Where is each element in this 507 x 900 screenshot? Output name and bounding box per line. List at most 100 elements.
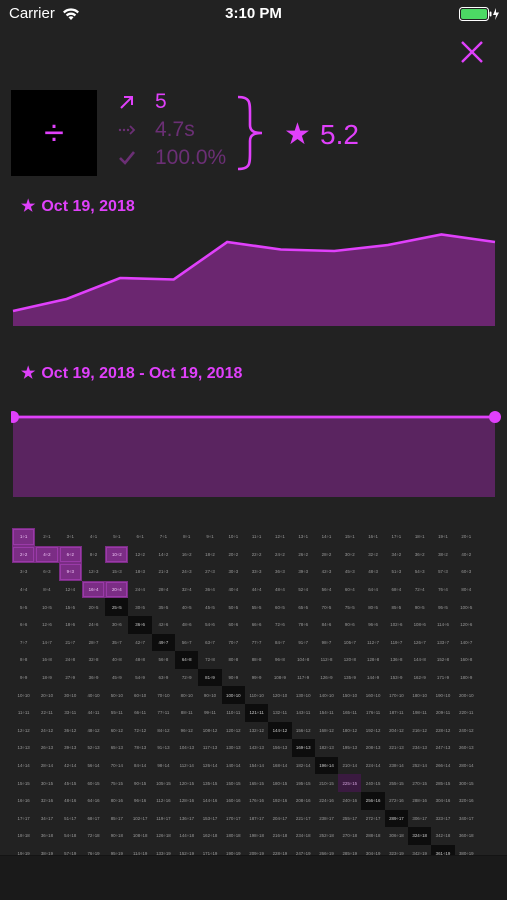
grid-cell[interactable]: 204÷12 [389, 727, 404, 733]
grid-cell[interactable]: 210÷14 [342, 763, 358, 769]
grid-cell[interactable]: 54÷18 [64, 833, 77, 839]
grid-cell[interactable]: 340÷17 [458, 815, 474, 821]
grid-cell[interactable]: 48÷3 [368, 569, 378, 575]
grid-cell[interactable]: 119÷7 [390, 639, 403, 645]
grid-cell[interactable]: 306÷17 [412, 815, 427, 821]
grid-cell[interactable]: 6÷3 [43, 569, 51, 575]
grid-cell[interactable]: 170÷10 [389, 692, 404, 698]
grid-cell[interactable]: 30÷3 [228, 569, 239, 575]
grid-cell[interactable]: 187÷11 [389, 710, 404, 716]
grid-cell[interactable]: 52÷4 [298, 587, 309, 593]
grid-cell[interactable]: 120÷10 [272, 692, 288, 698]
grid-cell[interactable]: 9÷3 [58, 563, 82, 581]
grid-cell[interactable]: 120÷12 [226, 727, 241, 733]
grid-cell[interactable]: 16÷16 [17, 798, 30, 804]
grid-cell[interactable]: 24÷12 [40, 727, 54, 733]
grid-cell[interactable]: 176÷11 [365, 710, 381, 716]
grid-cell[interactable]: 50÷5 [228, 604, 239, 610]
grid-cell[interactable]: 28÷4 [158, 587, 169, 593]
grid-cell[interactable]: 182÷13 [319, 745, 334, 751]
grid-cell[interactable]: 14÷7 [42, 639, 52, 645]
grid-cell[interactable]: 76÷4 [438, 587, 448, 593]
grid-cell[interactable]: 180÷15 [272, 780, 288, 786]
grid-cell[interactable]: 9÷9 [20, 675, 28, 681]
grid-cell[interactable]: 126÷7 [413, 639, 426, 645]
grid-cell[interactable]: 36÷9 [88, 675, 99, 681]
grid-cell[interactable]: 24÷4 [135, 587, 145, 593]
grid-cell[interactable]: 36÷12 [64, 727, 77, 733]
grid-cell[interactable]: 1÷1 [12, 528, 36, 546]
grid-cell[interactable]: 247÷13 [435, 745, 451, 751]
grid-cell[interactable]: 57÷19 [64, 850, 77, 856]
grid-cell[interactable]: 20÷4 [105, 580, 129, 599]
grid-cell[interactable]: 256÷16 [361, 791, 385, 810]
grid-cell[interactable]: 30÷2 [344, 551, 355, 557]
grid-cell[interactable]: 32÷16 [40, 798, 54, 804]
grid-cell[interactable]: 60÷3 [461, 569, 472, 575]
grid-cell[interactable]: 104÷8 [297, 657, 310, 663]
grid-cell[interactable]: 136÷8 [390, 657, 403, 663]
grid-cell[interactable]: 108÷12 [202, 727, 218, 733]
grid-cell[interactable]: 112÷8 [320, 657, 333, 663]
grid-cell[interactable]: 45÷5 [205, 604, 215, 610]
grid-cell[interactable]: 117÷13 [202, 745, 218, 751]
grid-cell[interactable]: 144÷16 [202, 798, 218, 804]
grid-cell[interactable]: 272÷16 [389, 798, 404, 804]
grid-cell[interactable]: 76÷19 [87, 850, 100, 856]
grid-cell[interactable]: 95÷19 [110, 850, 123, 856]
grid-cell[interactable]: 98÷7 [321, 639, 332, 645]
grid-cell[interactable]: 221÷13 [389, 745, 404, 751]
grid-cell[interactable]: 68÷4 [391, 587, 402, 593]
grid-cell[interactable]: 192÷12 [365, 727, 381, 733]
grid-cell[interactable]: 126÷9 [320, 675, 333, 681]
range-end-handle[interactable] [489, 411, 501, 423]
grid-cell[interactable]: 252÷14 [412, 763, 427, 769]
grid-cell[interactable]: 306÷18 [389, 833, 404, 839]
grid-cell[interactable]: 195÷15 [295, 780, 311, 786]
grid-cell[interactable]: 154÷11 [319, 710, 334, 716]
grid-cell[interactable]: 108÷6 [413, 622, 426, 628]
grid-cell[interactable]: 221÷17 [295, 815, 311, 821]
grid-cell[interactable]: 60÷12 [110, 727, 123, 733]
grid-cell[interactable]: 288÷16 [412, 798, 427, 804]
grid-cell[interactable]: 90÷6 [344, 622, 355, 628]
grid-cell[interactable]: 190÷19 [226, 850, 241, 856]
grid-cell[interactable]: 40÷2 [461, 551, 472, 557]
grid-cell[interactable]: 104÷13 [179, 745, 195, 751]
grid-cell[interactable]: 30÷10 [64, 692, 77, 698]
grid-cell[interactable]: 15÷5 [65, 604, 76, 610]
grid-cell[interactable]: 176÷16 [249, 798, 264, 804]
grid-cell[interactable]: 121÷11 [244, 703, 269, 722]
grid-cell[interactable]: 85÷17 [110, 815, 123, 821]
grid-cell[interactable]: 171÷19 [202, 850, 218, 856]
grid-cell[interactable]: 160÷16 [226, 798, 241, 804]
grid-cell[interactable]: 24÷8 [65, 657, 76, 663]
grid-cell[interactable]: 68÷17 [87, 815, 100, 821]
grid-cell[interactable]: 56÷14 [87, 763, 100, 769]
grid-cell[interactable]: 208÷13 [365, 745, 381, 751]
grid-cell[interactable]: 204÷17 [272, 815, 288, 821]
grid-cell[interactable]: 51÷3 [391, 569, 402, 575]
grid-cell[interactable]: 190÷10 [435, 692, 451, 698]
grid-cell[interactable]: 240÷16 [342, 798, 358, 804]
grid-cell[interactable]: 14÷1 [321, 534, 332, 540]
grid-cell[interactable]: 84÷6 [321, 622, 332, 628]
grid-cell[interactable]: 65÷5 [298, 604, 309, 610]
grid-cell[interactable]: 196÷14 [314, 756, 339, 775]
grid-cell[interactable]: 80÷5 [368, 604, 378, 610]
grid-cell[interactable]: 18÷18 [17, 833, 30, 839]
grid-cell[interactable]: 84÷14 [134, 763, 147, 769]
grid-cell[interactable]: 18÷1 [414, 534, 425, 540]
grid-cell[interactable]: 64÷8 [175, 651, 199, 669]
grid-cell[interactable]: 10÷10 [17, 692, 30, 698]
grid-cell[interactable]: 27÷9 [65, 675, 76, 681]
grid-cell[interactable]: 6÷6 [20, 622, 28, 628]
grid-cell[interactable]: 16÷1 [368, 534, 378, 540]
grid-cell[interactable]: 33÷3 [251, 569, 262, 575]
grid-cell[interactable]: 40÷5 [181, 604, 192, 610]
grid-cell[interactable]: 30÷5 [135, 604, 145, 610]
grid-cell[interactable]: 57÷3 [438, 569, 448, 575]
grid-cell[interactable]: 18÷3 [135, 569, 145, 575]
grid-cell[interactable]: 112÷7 [367, 639, 380, 645]
grid-cell[interactable]: 128÷8 [367, 657, 380, 663]
